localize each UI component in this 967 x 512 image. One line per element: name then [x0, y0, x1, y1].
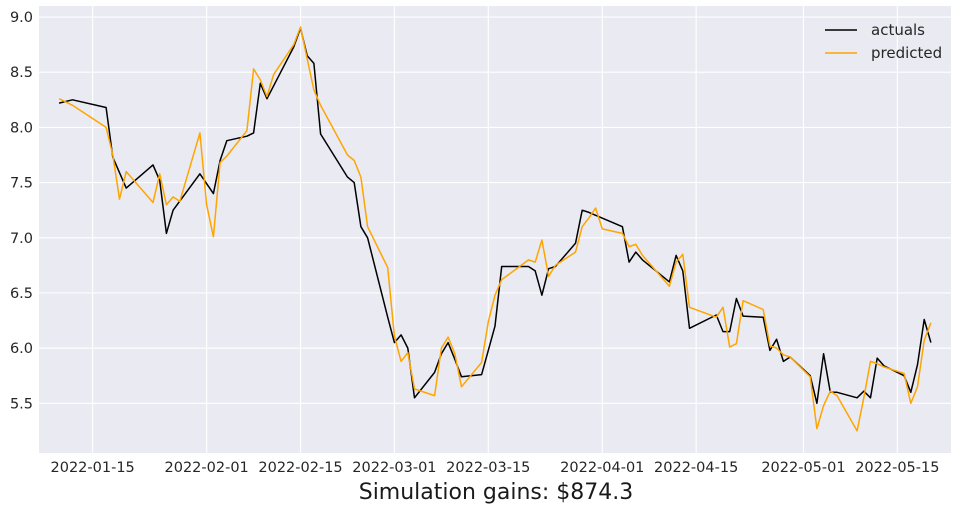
x-tick-label: 2022-03-15	[446, 460, 530, 476]
x-tick-label: 2022-04-15	[654, 460, 738, 476]
series-line-predicted	[58, 26, 932, 432]
y-tick-label: 5.5	[10, 396, 33, 412]
grid-lines	[39, 6, 951, 453]
series-lines	[58, 26, 932, 432]
legend-label-predicted: predicted	[871, 44, 942, 62]
legend-label-actuals: actuals	[871, 21, 925, 39]
x-axis-label: Simulation gains: $874.3	[359, 480, 634, 505]
y-tick-label: 8.5	[10, 65, 33, 81]
legend: actuals predicted	[825, 21, 942, 62]
x-axis: 2022-01-15 2022-02-01 2022-02-15 2022-03-01…	[51, 460, 940, 476]
x-tick-label: 2022-02-15	[258, 460, 342, 476]
y-tick-label: 6.5	[10, 286, 33, 302]
y-tick-label: 7.0	[10, 231, 33, 247]
y-tick-label: 7.5	[10, 176, 33, 192]
x-tick-label: 2022-03-01	[352, 460, 436, 476]
x-tick-label: 2022-05-15	[855, 460, 939, 476]
x-tick-label: 2022-01-15	[51, 460, 135, 476]
x-tick-label: 2022-04-01	[560, 460, 644, 476]
series-line-actuals	[58, 27, 932, 405]
x-tick-label: 2022-02-01	[165, 460, 249, 476]
y-axis: 5.5 6.0 6.5 7.0 7.5 8.0 8.5 9.0	[10, 10, 33, 412]
y-tick-label: 8.0	[10, 120, 33, 136]
y-tick-label: 6.0	[10, 341, 33, 357]
x-tick-label: 2022-05-01	[761, 460, 845, 476]
plot-area	[39, 6, 951, 453]
y-tick-label: 9.0	[10, 10, 33, 26]
